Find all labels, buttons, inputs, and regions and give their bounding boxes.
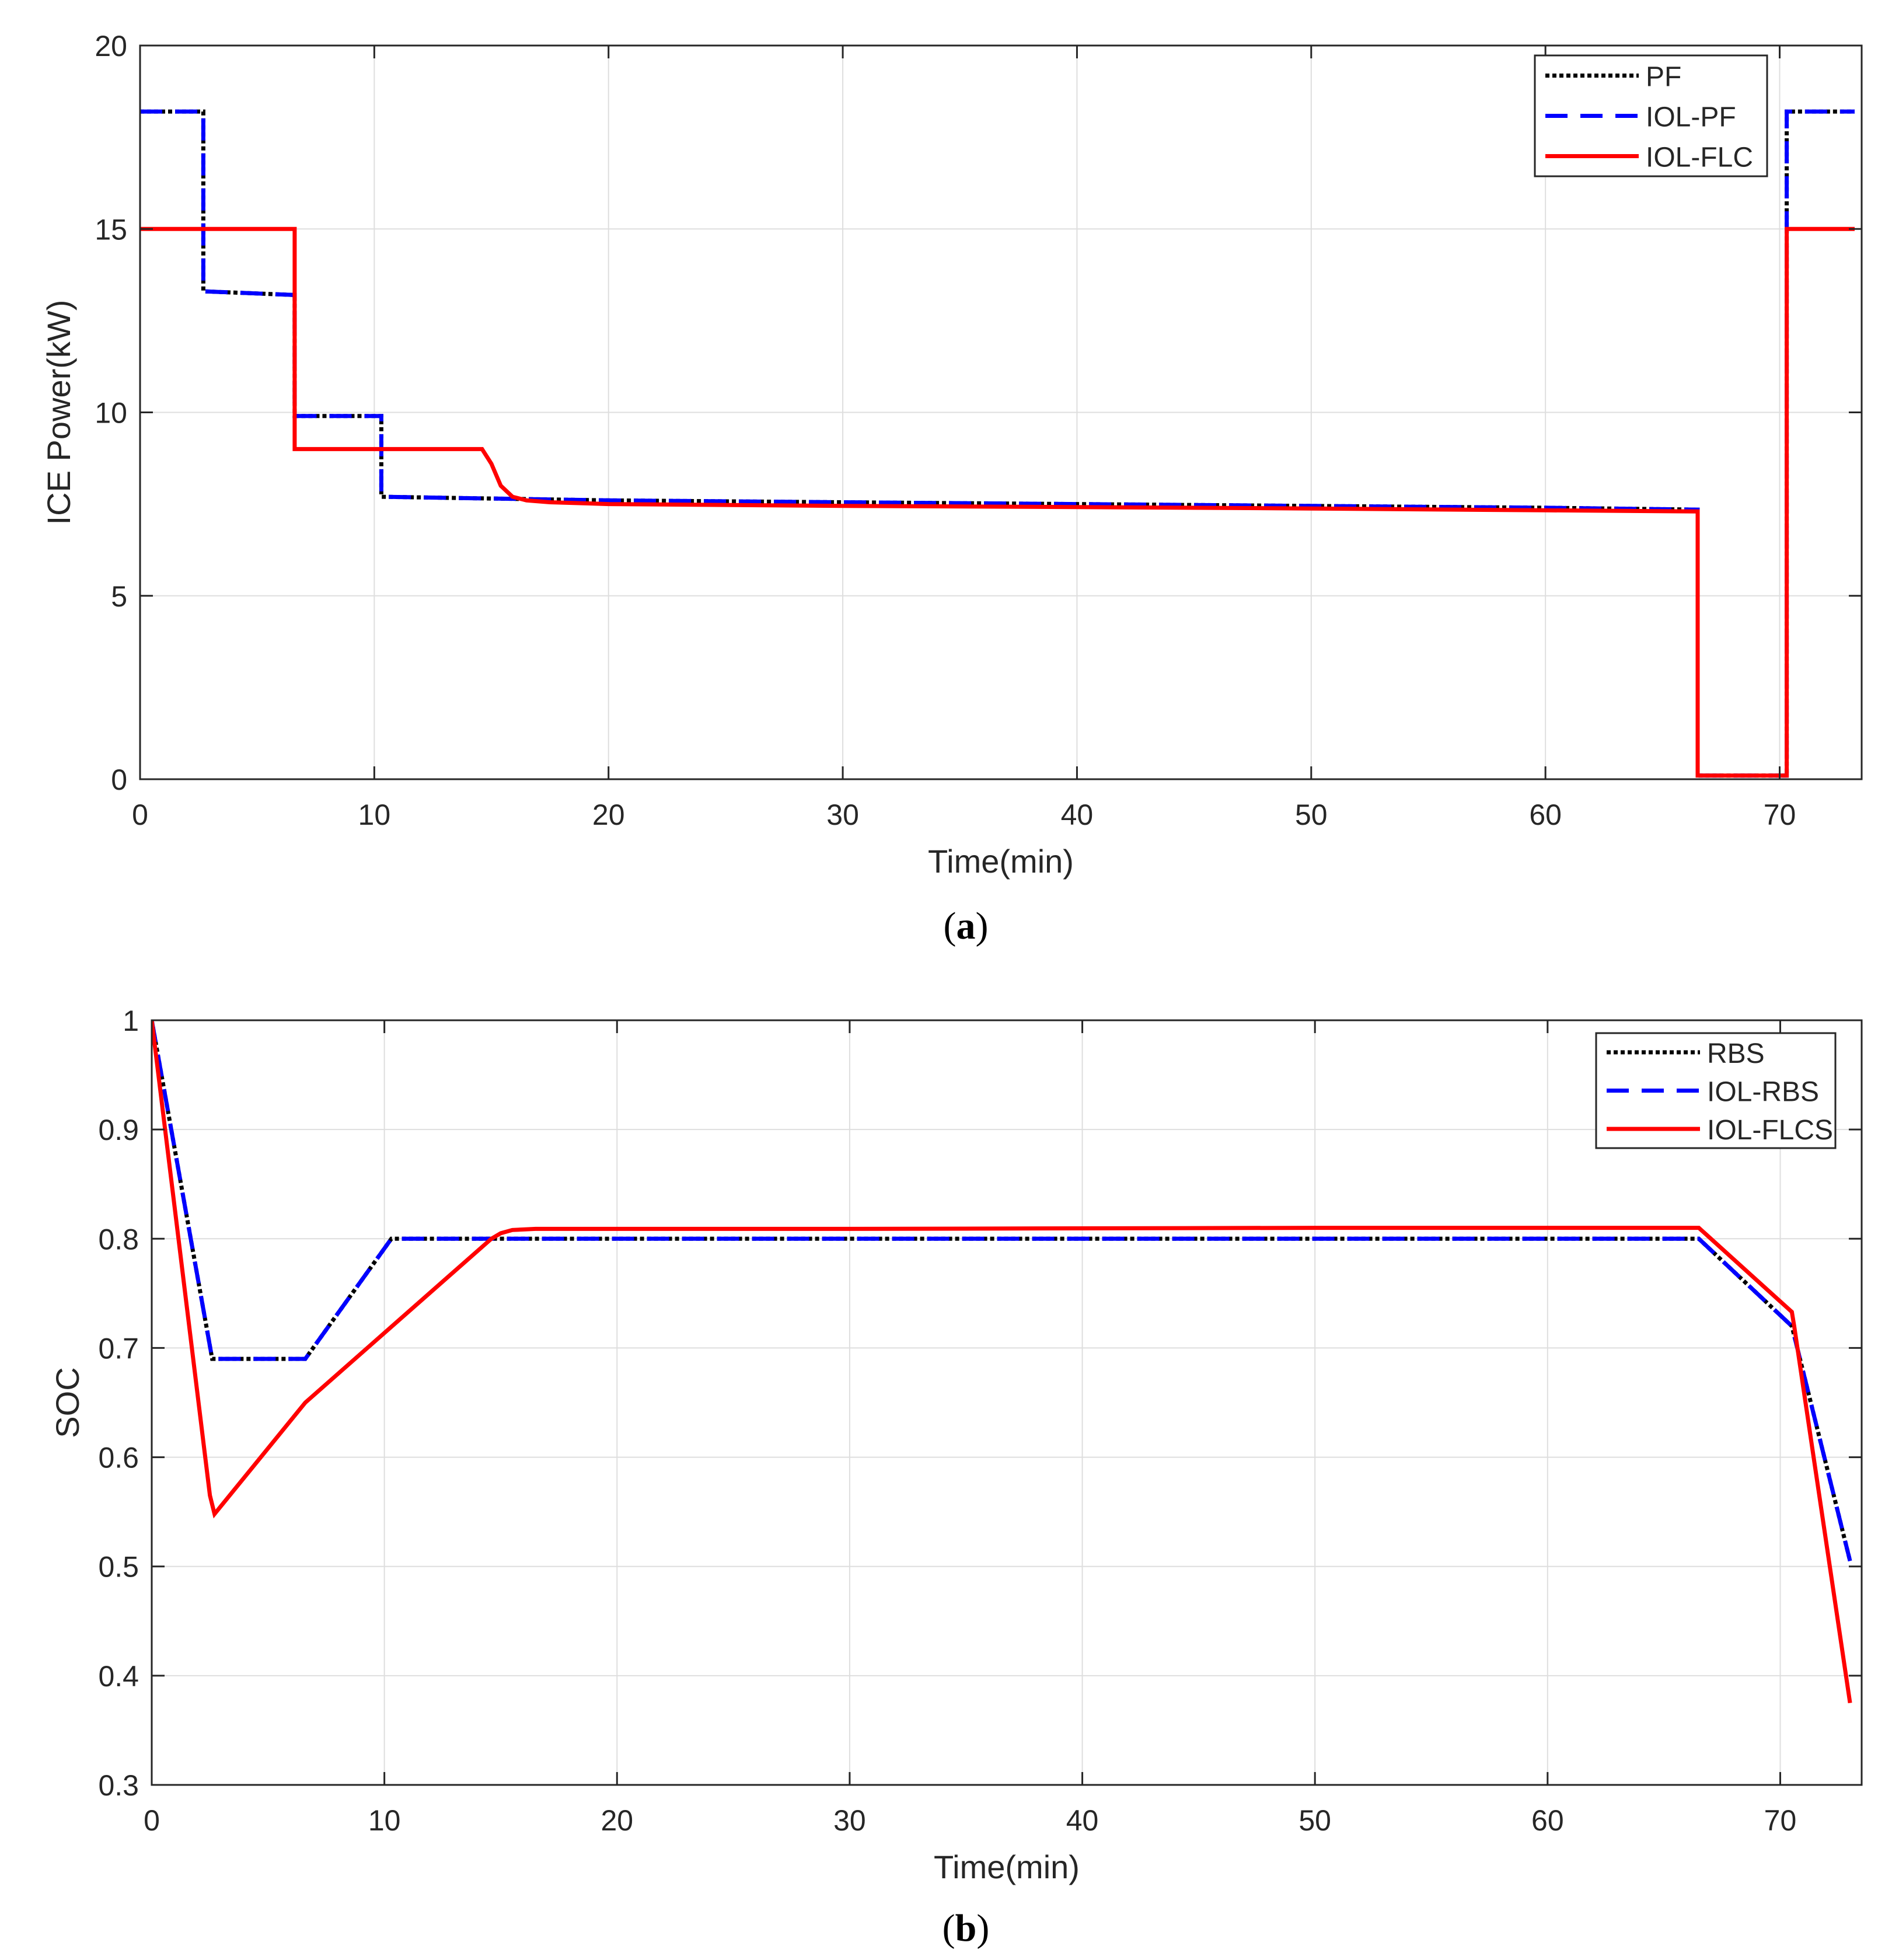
series-line-rbs	[152, 1020, 1852, 1562]
y-tick-label: 5	[111, 580, 127, 613]
x-tick-label: 60	[1529, 798, 1562, 831]
x-tick-label: 60	[1531, 1804, 1564, 1837]
x-tick-label: 50	[1298, 1804, 1331, 1837]
y-tick-label: 1	[123, 1005, 139, 1037]
y-axis-label: ICE Power(kW)	[40, 300, 77, 525]
x-tick-label: 10	[358, 798, 391, 831]
y-tick-label: 0	[111, 763, 127, 796]
x-tick-label: 40	[1061, 798, 1094, 831]
x-tick-label: 40	[1066, 1804, 1099, 1837]
x-tick-label: 0	[132, 798, 148, 831]
chart-panel-a: 0 10 20 30 40 50 60 70 0 5 10 15 20 Time(min) ICE Powe…	[40, 30, 1863, 947]
series-line-iol-flc	[140, 226, 1855, 778]
legend-label: IOL-PF	[1646, 102, 1736, 133]
y-tick-label: 0.3	[98, 1769, 139, 1802]
x-tick-label: 50	[1295, 798, 1328, 831]
x-tick-label: 20	[592, 798, 625, 831]
series-line-iol-flcs	[152, 1020, 1852, 1704]
panel-caption: (a)	[944, 905, 989, 947]
y-tick-label: 20	[95, 30, 127, 62]
panel-caption: (b)	[942, 1907, 990, 1949]
x-axis-label: Time(min)	[934, 1849, 1080, 1885]
x-tick-label: 0	[144, 1804, 160, 1837]
y-tick-label: 10	[95, 397, 127, 430]
x-tick-label: 10	[368, 1804, 401, 1837]
y-tick-label: 0.9	[98, 1114, 139, 1146]
axes-box	[151, 1019, 1863, 1786]
x-tick-label: 70	[1764, 798, 1796, 831]
plot-area	[152, 1020, 1862, 1785]
chart-panel-b: 0 10 20 30 40 50 60 70 0.3 0.4 0.5 0.6 0.7 0.8 0.9 1 Tim…	[49, 1005, 1863, 1949]
legend-label: PF	[1646, 62, 1681, 93]
legend: RBS IOL-RBS IOL-FLCS	[1595, 1032, 1837, 1149]
y-tick-label: 0.6	[98, 1442, 139, 1474]
legend: PF IOL-PF IOL-FLC	[1534, 54, 1768, 177]
y-tick-label: 15	[95, 213, 127, 246]
legend-label: RBS	[1707, 1038, 1765, 1069]
x-tick-label: 20	[601, 1804, 633, 1837]
y-tick-label: 0.5	[98, 1551, 139, 1584]
x-axis-label: Time(min)	[928, 843, 1074, 880]
x-tick-label: 70	[1764, 1804, 1797, 1837]
legend-label: IOL-FLCS	[1707, 1115, 1833, 1146]
x-tick-label: 30	[833, 1804, 866, 1837]
legend-label: IOL-FLC	[1646, 142, 1753, 173]
y-tick-label: 0.7	[98, 1332, 139, 1365]
x-tick-label: 30	[826, 798, 859, 831]
legend-label: IOL-RBS	[1707, 1077, 1819, 1108]
y-tick-label: 0.4	[98, 1660, 139, 1693]
y-axis-label: SOC	[49, 1367, 86, 1438]
y-tick-label: 0.8	[98, 1223, 139, 1255]
